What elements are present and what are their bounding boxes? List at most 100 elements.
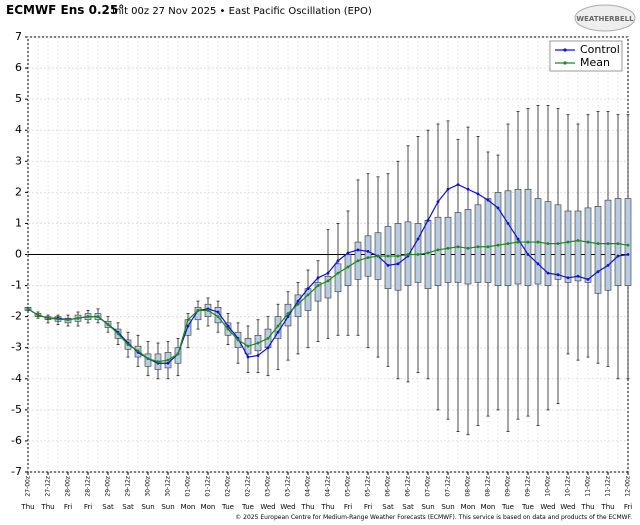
series-point — [286, 312, 290, 315]
series-point — [386, 263, 390, 267]
x-tick-label: 10-00z — [545, 476, 552, 497]
box — [344, 254, 352, 286]
series-point — [256, 354, 260, 357]
footer: © 2025 European Centre for Medium-Range … — [235, 514, 632, 521]
box — [484, 198, 492, 283]
series-point — [586, 277, 590, 281]
series-point — [176, 352, 180, 356]
weekday-label: Sun — [441, 503, 454, 511]
series-point — [416, 253, 420, 256]
x-tick-label: 02-12z — [245, 476, 252, 497]
weekday-label: Wed — [560, 503, 575, 511]
weekday-label: Thu — [600, 503, 614, 511]
series-point — [336, 259, 340, 263]
box — [504, 190, 512, 286]
x-tick-label: 30-12z — [165, 476, 172, 497]
weekday-label: Sun — [141, 503, 154, 511]
y-tick-label: 5 — [15, 92, 22, 105]
series-point — [526, 240, 530, 244]
x-tick-label: 08-12z — [485, 476, 492, 497]
series-point — [106, 323, 110, 326]
series-point — [476, 192, 480, 196]
series-point — [346, 251, 350, 255]
series-point — [26, 307, 30, 311]
series-point — [466, 187, 470, 191]
box — [324, 275, 332, 299]
series-point — [516, 240, 520, 244]
series-point — [316, 284, 320, 287]
series-point — [586, 240, 590, 244]
series-point — [446, 246, 450, 250]
weekday-label: Thu — [580, 503, 594, 511]
box — [444, 216, 452, 283]
series-point — [286, 315, 290, 319]
x-tick-label: 03-12z — [285, 476, 292, 497]
series-point — [166, 358, 170, 362]
legend-label: Control — [580, 43, 620, 56]
series-point — [396, 254, 400, 258]
box — [384, 226, 392, 289]
series-point — [596, 270, 600, 273]
series-point — [36, 313, 40, 317]
box — [614, 198, 622, 286]
x-tick-label: 06-12z — [405, 476, 412, 497]
x-tick-label: 03-00z — [265, 476, 272, 497]
series-point — [236, 338, 240, 342]
y-tick-label: -7 — [11, 465, 22, 478]
x-tick-label: 30-00z — [145, 476, 152, 497]
series-point — [296, 299, 300, 303]
y-tick-label: 7 — [15, 30, 22, 43]
legend-marker — [563, 48, 567, 52]
box — [364, 235, 372, 277]
series-point — [496, 243, 500, 247]
series-point — [626, 243, 630, 247]
series-point — [136, 349, 140, 353]
series-point — [556, 242, 560, 246]
box — [594, 206, 602, 294]
box — [554, 204, 562, 280]
series-point — [76, 316, 80, 320]
series-point — [446, 187, 450, 191]
series-point — [456, 245, 460, 249]
y-tick-label: 6 — [15, 61, 22, 74]
series-point — [376, 254, 380, 258]
series-point — [226, 324, 230, 328]
weekday-label: Tue — [241, 503, 254, 511]
x-tick-label: 29-12z — [125, 476, 132, 497]
x-tick-label: 27-12z — [45, 476, 52, 497]
weekday-label: Tue — [221, 503, 234, 511]
series-point — [276, 330, 280, 334]
series-point — [306, 293, 310, 297]
weekday-label: Thu — [300, 503, 314, 511]
weekday-label: Mon — [181, 503, 196, 511]
series-point — [126, 343, 130, 347]
series-point — [326, 271, 330, 275]
logo-badge — [574, 4, 636, 32]
series-point — [246, 344, 250, 348]
series-point — [506, 222, 510, 225]
box — [414, 223, 422, 283]
x-tick-label: 05-00z — [345, 476, 352, 497]
weekday-label: Sun — [421, 503, 434, 511]
weekday-label: Wed — [260, 503, 275, 511]
weekday-label: Sat — [402, 503, 414, 511]
legend-label: Mean — [580, 56, 610, 69]
series-point — [206, 309, 210, 312]
logo: WEATHERBELL — [576, 15, 634, 23]
series-point — [386, 254, 390, 258]
box — [424, 220, 432, 289]
box — [464, 209, 472, 285]
series-point — [326, 279, 330, 283]
series-point — [276, 324, 280, 328]
series-point — [556, 273, 560, 277]
weekday-label: Sat — [382, 503, 394, 511]
box — [494, 192, 502, 286]
x-tick-label: 09-00z — [505, 476, 512, 497]
box — [284, 303, 292, 327]
x-tick-label: 01-00z — [185, 476, 192, 497]
series-point — [66, 318, 70, 322]
legend-marker — [563, 61, 567, 65]
series-point — [506, 242, 510, 246]
series-point — [496, 206, 500, 210]
series-point — [486, 198, 490, 202]
